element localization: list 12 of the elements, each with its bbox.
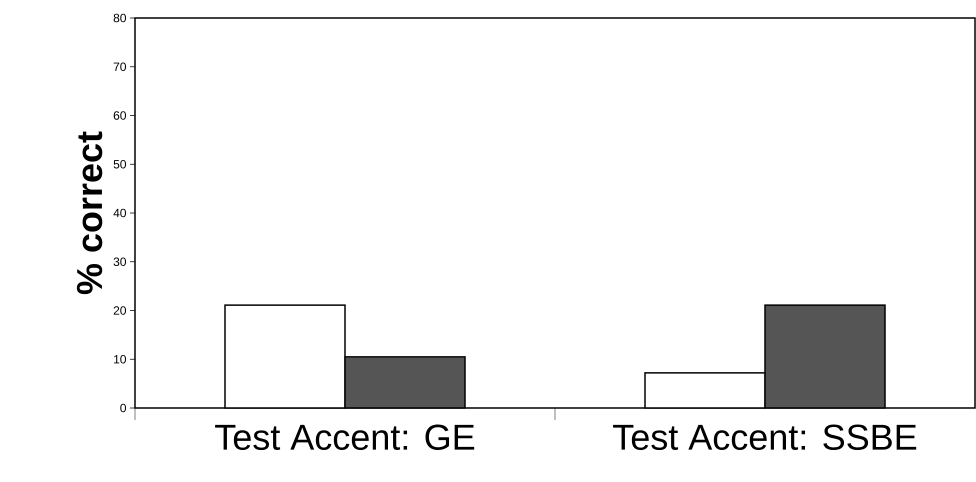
- y-tick-label: 70: [114, 62, 126, 72]
- y-tick-label: 0: [120, 404, 126, 412]
- y-axis-title: % correct: [76, 131, 102, 294]
- y-tick-label: 80: [114, 14, 126, 22]
- y-tick-label: 10: [114, 355, 126, 364]
- y-tick-label: 50: [114, 160, 126, 169]
- x-tick-label: Test Accent: SSBE: [613, 424, 916, 450]
- x-tick-label: Test Accent: GE: [215, 424, 474, 450]
- y-tick-label: 20: [114, 306, 126, 315]
- y-tick-label: 40: [113, 208, 126, 218]
- y-tick-label: 60: [114, 111, 126, 120]
- y-tick-label: 30: [114, 258, 126, 266]
